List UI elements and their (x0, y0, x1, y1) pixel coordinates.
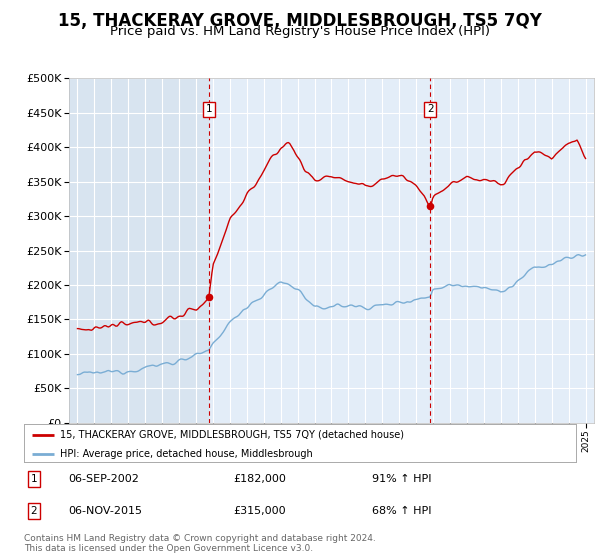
Text: 68% ↑ HPI: 68% ↑ HPI (372, 506, 431, 516)
Text: 2: 2 (31, 506, 37, 516)
Text: 06-SEP-2002: 06-SEP-2002 (68, 474, 139, 484)
Text: HPI: Average price, detached house, Middlesbrough: HPI: Average price, detached house, Midd… (60, 449, 313, 459)
Bar (209, 78, 594, 423)
Text: 1: 1 (205, 104, 212, 114)
Text: 06-NOV-2015: 06-NOV-2015 (68, 506, 142, 516)
Text: 15, THACKERAY GROVE, MIDDLESBROUGH, TS5 7QY: 15, THACKERAY GROVE, MIDDLESBROUGH, TS5 … (58, 12, 542, 30)
Text: Price paid vs. HM Land Registry's House Price Index (HPI): Price paid vs. HM Land Registry's House … (110, 25, 490, 38)
Text: 15, THACKERAY GROVE, MIDDLESBROUGH, TS5 7QY (detached house): 15, THACKERAY GROVE, MIDDLESBROUGH, TS5 … (60, 430, 404, 440)
Text: Contains HM Land Registry data © Crown copyright and database right 2024.
This d: Contains HM Land Registry data © Crown c… (24, 534, 376, 553)
Text: £315,000: £315,000 (234, 506, 286, 516)
Text: 1: 1 (31, 474, 37, 484)
Text: 91% ↑ HPI: 91% ↑ HPI (372, 474, 431, 484)
Text: £182,000: £182,000 (234, 474, 287, 484)
Text: 2: 2 (427, 104, 434, 114)
